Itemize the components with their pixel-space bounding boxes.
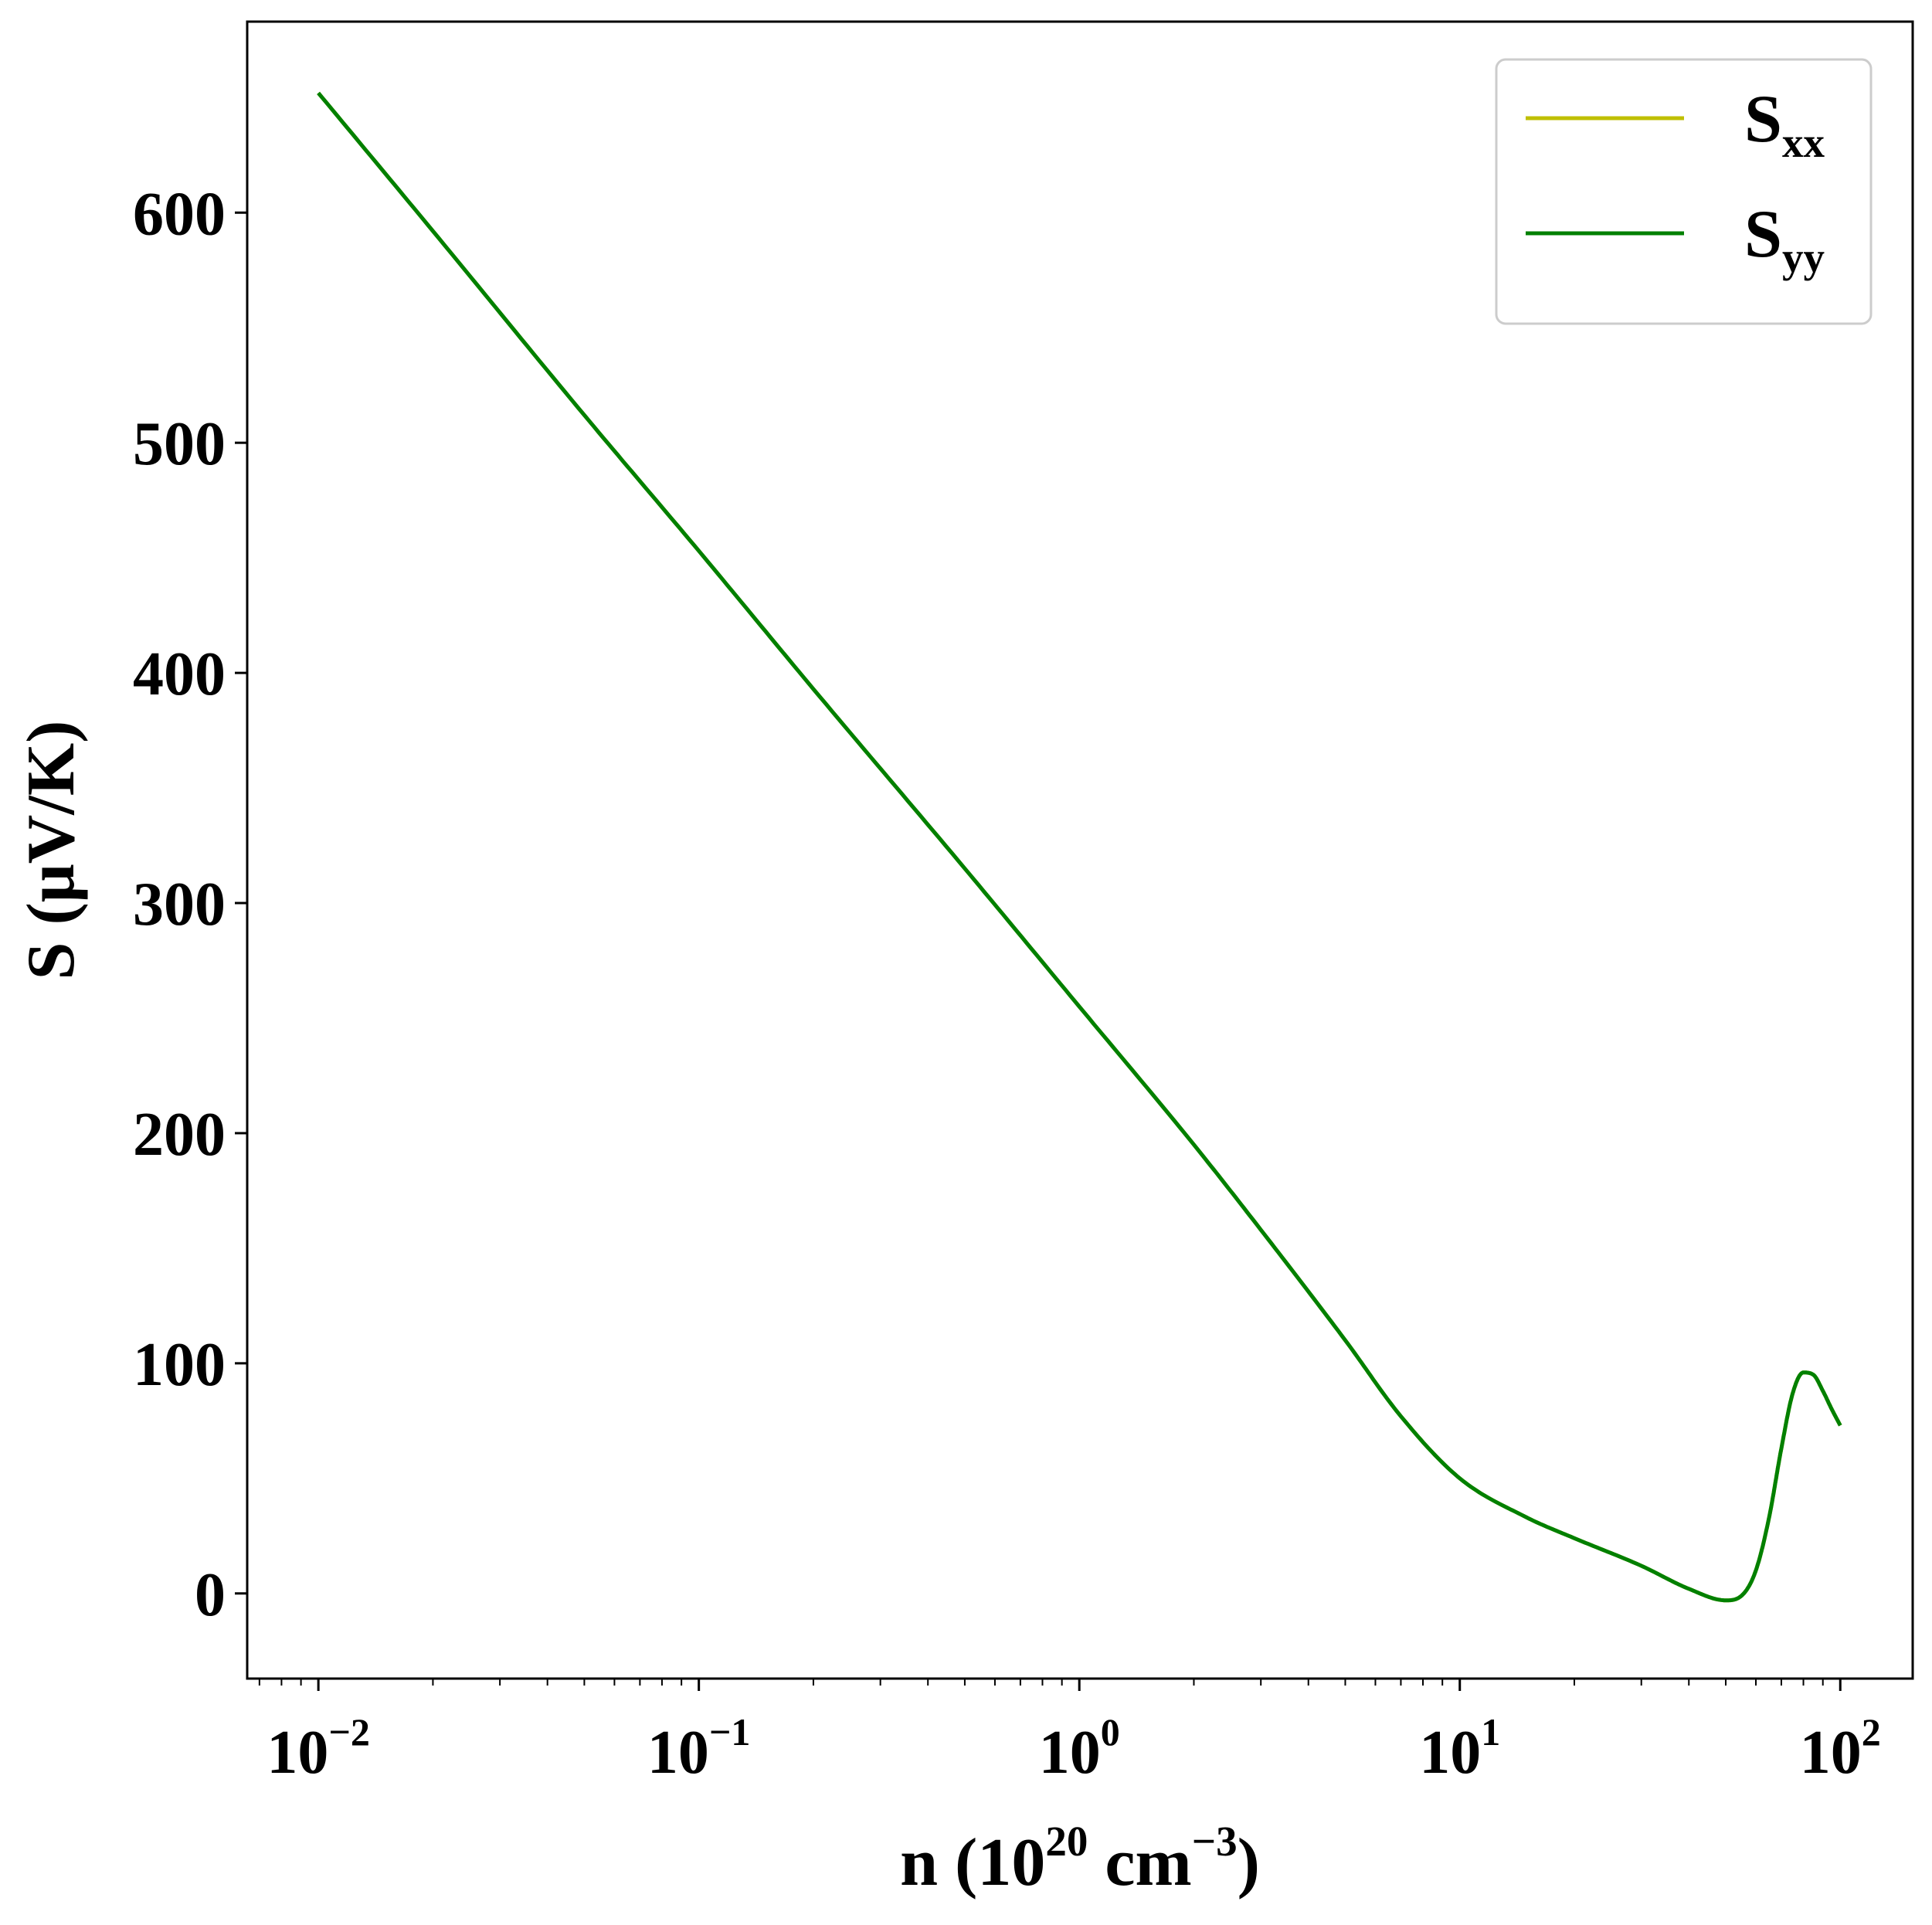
x-axis-label: n (1020 cm−3) — [900, 1818, 1260, 1900]
y-tick-label: 200 — [133, 1101, 226, 1169]
legend-label-syy-main: S — [1744, 197, 1782, 272]
x-tick-label-exp: −1 — [709, 1710, 751, 1754]
x-tick-label: 10−1 — [647, 1710, 751, 1787]
y-tick-label: 500 — [133, 410, 226, 478]
legend: Sxx Syy — [1495, 58, 1873, 325]
legend-label-sxx: Sxx — [1744, 82, 1825, 166]
x-tick-label-base: 10 — [267, 1719, 328, 1787]
legend-label-syy: Syy — [1744, 197, 1825, 281]
x-tick-label: 10−2 — [267, 1710, 370, 1787]
x-axis-label-prefix: n (10 — [900, 1825, 1045, 1900]
y-tick-label: 600 — [133, 180, 226, 248]
y-axis-label: S (μV/K) — [14, 721, 89, 980]
x-axis-label-exp: 20 — [1045, 1818, 1088, 1865]
x-tick-label-base: 10 — [1800, 1719, 1862, 1787]
x-tick-label: 100 — [1039, 1710, 1120, 1787]
x-axis-label-exp2: −3 — [1192, 1818, 1238, 1865]
series-line-syy — [317, 91, 1842, 1603]
x-tick-label-exp: 0 — [1101, 1710, 1120, 1754]
y-tick-label: 300 — [133, 871, 226, 939]
y-tick-label: 400 — [133, 640, 226, 708]
x-axis-label-suffix: ) — [1238, 1825, 1260, 1900]
x-axis-ticks: 10−2 10−1 100 101 102 — [258, 1679, 1881, 1787]
legend-label-syy-sub: yy — [1782, 234, 1825, 281]
series-layer — [317, 91, 1842, 1603]
x-tick-label-exp: 2 — [1862, 1710, 1881, 1754]
y-tick-label: 0 — [195, 1561, 226, 1629]
y-axis-ticks: 0 100 200 300 400 500 600 — [133, 180, 247, 1629]
y-tick-label: 100 — [133, 1331, 226, 1399]
x-tick-label-exp: 1 — [1481, 1710, 1500, 1754]
x-tick-label-base: 10 — [647, 1719, 709, 1787]
x-tick-label-base: 10 — [1039, 1719, 1101, 1787]
legend-label-sxx-sub: xx — [1782, 119, 1825, 166]
legend-box — [1495, 58, 1873, 325]
x-axis-label-mid: cm — [1088, 1825, 1191, 1900]
legend-label-sxx-main: S — [1744, 82, 1782, 157]
x-tick-label: 101 — [1419, 1710, 1500, 1787]
x-tick-label: 102 — [1800, 1710, 1881, 1787]
x-tick-label-exp: −2 — [328, 1710, 370, 1754]
x-tick-label-base: 10 — [1419, 1719, 1481, 1787]
